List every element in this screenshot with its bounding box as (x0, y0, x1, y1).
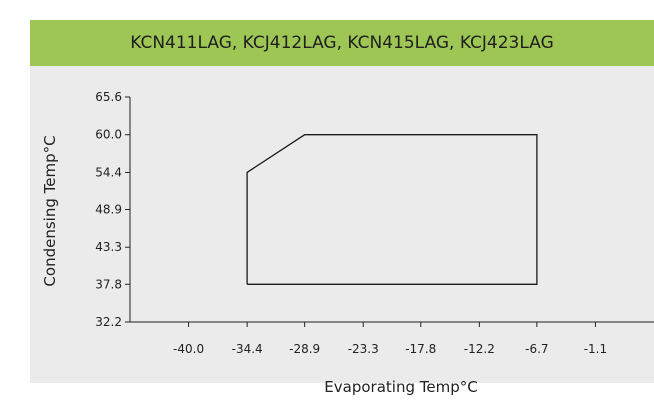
axes (129, 97, 654, 323)
x-tick-label: -40.0 (173, 342, 204, 356)
y-tick-label: 37.8 (95, 277, 122, 291)
x-tick-label: -1.1 (584, 342, 607, 356)
plot-panel (30, 66, 654, 383)
y-tick-label: 32.2 (95, 315, 122, 329)
y-tick-label: 43.3 (95, 240, 122, 254)
y-tick-label: 65.6 (95, 90, 122, 104)
y-tick-label: 60.0 (95, 128, 122, 142)
y-ticks: 32.2 37.8 43.3 48.9 54.4 60.0 65.6 (95, 90, 130, 329)
plot-area (246, 134, 538, 285)
x-tick-label: -17.8 (405, 342, 436, 356)
operating-envelope-line (246, 134, 538, 285)
x-axis-title: Evaporating Temp°C (324, 378, 477, 396)
x-ticks: -40.0 -34.4 -28.9 -23.3 -17.8 -12.2 -6.7 -1.1 (173, 322, 607, 356)
chart-title: KCN411LAG, KCJ412LAG, KCN415LAG, KCJ423L… (30, 20, 654, 66)
y-axis-title: Condensing Temp°C (41, 135, 59, 286)
y-tick-label: 48.9 (95, 203, 122, 217)
x-tick-label: -6.7 (525, 342, 548, 356)
y-tick-label: 54.4 (95, 165, 122, 179)
x-tick-label: -12.2 (464, 342, 495, 356)
x-tick-label: -28.9 (289, 342, 320, 356)
x-tick-label: -23.3 (348, 342, 379, 356)
x-tick-label: -34.4 (232, 342, 263, 356)
